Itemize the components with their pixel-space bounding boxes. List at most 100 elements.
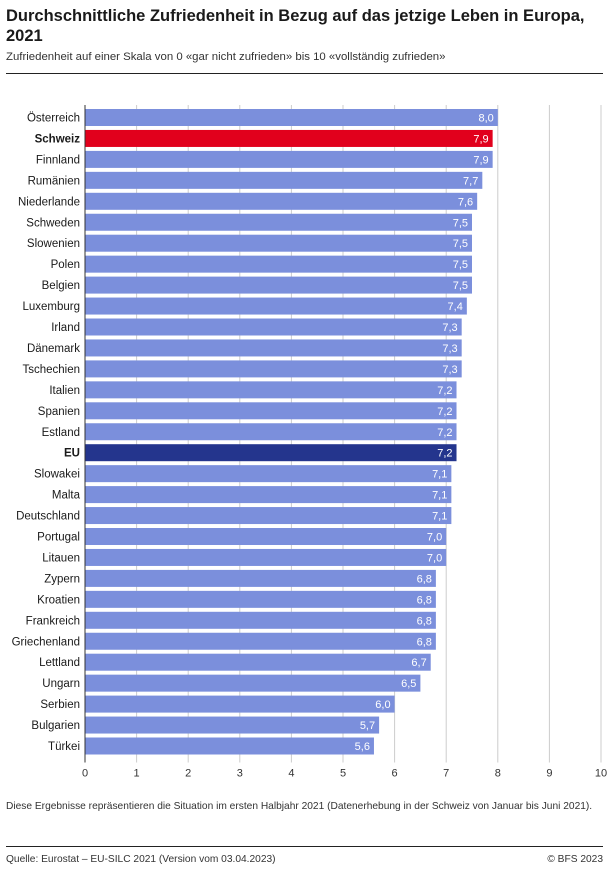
category-label: Irland: [51, 322, 80, 334]
data-label: 7,0: [427, 552, 442, 564]
data-label: 5,6: [355, 741, 370, 753]
bar: [85, 255, 472, 273]
data-label: 7,2: [437, 385, 452, 397]
category-label: Zypern: [44, 573, 80, 585]
bar: [85, 297, 467, 315]
bar: [85, 444, 457, 462]
data-label: 7,7: [463, 175, 478, 187]
footnote: Diese Ergebnisse repräsentieren die Situ…: [6, 801, 593, 812]
data-label: 7,1: [432, 469, 447, 481]
bar: [85, 486, 452, 504]
category-label: Türkei: [48, 741, 80, 753]
footer-divider: [6, 846, 603, 847]
data-label: 7,2: [437, 448, 452, 460]
category-label: Polen: [51, 259, 80, 271]
data-label: 6,8: [417, 573, 432, 585]
data-label: 7,4: [448, 301, 463, 313]
data-label: 7,3: [442, 322, 457, 334]
bar: [85, 381, 457, 399]
bar: [85, 674, 421, 692]
category-label: Finnland: [36, 154, 80, 166]
bar: [85, 150, 493, 168]
data-label: 6,5: [401, 678, 416, 690]
bar: [85, 528, 447, 545]
category-label: Estland: [42, 427, 80, 439]
data-label: 7,5: [453, 238, 468, 250]
x-tick-label: 9: [546, 767, 552, 779]
bar: [85, 276, 472, 294]
bar: [85, 507, 452, 525]
category-label: Spanien: [38, 406, 80, 418]
data-label: 7,6: [458, 196, 473, 208]
data-label: 7,2: [437, 427, 452, 439]
data-label: 7,1: [432, 511, 447, 523]
bar: [85, 653, 431, 671]
bar: [85, 423, 457, 441]
data-label: 6,8: [417, 594, 432, 606]
header-divider: [6, 73, 603, 74]
category-label: Ungarn: [42, 678, 80, 690]
bar: [85, 569, 436, 587]
category-label: Schweden: [26, 217, 80, 229]
data-label: 5,7: [360, 720, 375, 732]
x-tick-label: 0: [82, 767, 88, 779]
copyright-note: © BFS 2023: [547, 854, 603, 865]
data-label: 7,3: [442, 364, 457, 376]
source-note: Quelle: Eurostat – EU-SILC 2021 (Version…: [6, 854, 276, 865]
category-label: Dänemark: [27, 343, 80, 355]
bar: [85, 109, 498, 126]
data-label: 7,3: [442, 343, 457, 355]
x-tick-label: 7: [443, 767, 449, 779]
x-tick-label: 1: [134, 767, 140, 779]
bar: [85, 171, 483, 189]
x-tick-label: 3: [237, 767, 243, 779]
data-label: 6,0: [375, 699, 390, 711]
x-tick-label: 4: [288, 767, 294, 779]
category-label: Bulgarien: [31, 720, 80, 732]
bar: [85, 737, 374, 755]
category-label: EU: [64, 448, 80, 460]
data-label: 7,5: [453, 259, 468, 271]
x-tick-label: 6: [392, 767, 398, 779]
data-label: 7,1: [432, 490, 447, 502]
data-label: 7,5: [453, 280, 468, 292]
data-label: 7,0: [427, 532, 442, 544]
bar: [85, 213, 472, 231]
category-label: Österreich: [27, 113, 80, 125]
category-label: Slowenien: [27, 238, 80, 250]
bar: [85, 192, 478, 210]
data-label: 7,9: [473, 154, 488, 166]
x-axis: 0 1 2 3 4 5 6 7 8 9 10: [82, 105, 607, 779]
data-label: 6,8: [417, 615, 432, 627]
category-label: Frankreich: [26, 615, 80, 627]
x-tick-label: 10: [595, 767, 607, 779]
bar: [85, 611, 436, 629]
category-label: Slowakei: [34, 469, 80, 481]
category-label: Deutschland: [16, 511, 80, 523]
bar: [85, 716, 380, 734]
x-tick-label: 5: [340, 767, 346, 779]
bar: [85, 360, 462, 378]
data-label: 7,5: [453, 217, 468, 229]
category-label: Niederlande: [18, 196, 80, 208]
data-label: 7,2: [437, 406, 452, 418]
data-label: 8,0: [479, 113, 494, 125]
bar: [85, 695, 395, 713]
category-label: Malta: [52, 490, 81, 502]
category-label: Tschechien: [22, 364, 80, 376]
x-tick-label: 2: [185, 767, 191, 779]
data-label: 6,8: [417, 636, 432, 648]
bar: [85, 129, 493, 147]
category-labels: Österreich Schweiz Finnland Rumänien Niederl…: [12, 113, 81, 754]
category-label: Italien: [49, 385, 80, 397]
bar: [85, 339, 462, 357]
bar: [85, 590, 436, 608]
bar: [85, 632, 436, 650]
category-label: Griechenland: [12, 636, 80, 648]
category-label: Lettland: [39, 657, 80, 669]
bar: [85, 234, 472, 252]
category-label: Schweiz: [35, 133, 81, 145]
chart-subtitle: Zufriedenheit auf einer Skala von 0 «gar…: [6, 51, 446, 63]
category-label: Luxemburg: [22, 301, 80, 313]
bar: [85, 465, 452, 483]
